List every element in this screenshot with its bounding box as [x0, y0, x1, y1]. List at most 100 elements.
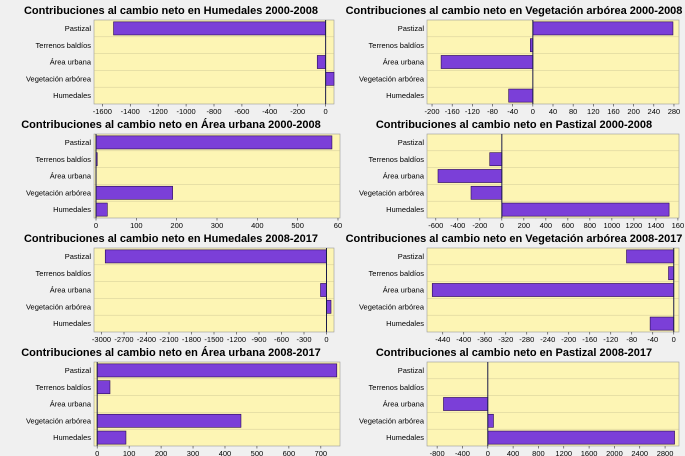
tick-label: -2700: [114, 335, 133, 342]
chart-svg-5: Contribuciones al cambio neto en Humedal…: [24, 233, 335, 342]
tick-label: -2400: [137, 335, 156, 342]
tick-label: -200: [290, 107, 305, 114]
category-label: Área urbana: [383, 58, 425, 67]
tick-label: 0: [324, 335, 328, 342]
chart-svg-6: Contribuciones al cambio neto en Vegetac…: [346, 233, 683, 342]
bar-3: [320, 283, 327, 297]
tick-label: 2800: [657, 449, 674, 456]
tick-label: 0: [486, 449, 490, 456]
category-label: Humedales: [386, 319, 424, 328]
category-label: Terrenos baldíos: [36, 383, 92, 392]
tick-label: -800: [206, 107, 221, 114]
category-label: Área urbana: [383, 172, 425, 181]
bar-5: [96, 430, 127, 445]
tick-label: -120: [603, 335, 618, 342]
category-label: Pastizal: [398, 366, 425, 375]
chart-title: Contribuciones al cambio neto en Pastiza…: [376, 119, 652, 131]
tick-label: 400: [251, 221, 264, 228]
category-label: Vegetación arbórea: [359, 416, 425, 425]
tick-label: -600: [234, 107, 249, 114]
category-label: Vegetación arbórea: [26, 74, 92, 83]
category-label: Terrenos baldíos: [36, 41, 92, 50]
tick-label: 160: [607, 107, 620, 114]
category-label: Humedales: [53, 433, 91, 442]
chart-svg-1: Contribuciones al cambio neto en Humedal…: [24, 5, 335, 114]
tick-label: -360: [477, 335, 492, 342]
chart-panel-5: Contribuciones al cambio neto en Humedal…: [0, 228, 342, 342]
bar-2: [668, 266, 675, 281]
category-label: Vegetación arbórea: [26, 188, 92, 197]
chart-title: Contribuciones al cambio neto en Humedal…: [24, 5, 318, 17]
tick-label: 160: [672, 221, 685, 228]
bar-4: [487, 413, 494, 428]
chart-svg-3: Contribuciones al cambio neto en Área ur…: [21, 118, 342, 228]
tick-label: 1200: [626, 221, 643, 228]
tick-label: -800: [430, 449, 445, 456]
tick-label: -600: [274, 335, 289, 342]
bar-3: [443, 397, 489, 411]
category-label: Terrenos baldíos: [369, 383, 425, 392]
bar-2: [96, 380, 111, 395]
category-label: Humedales: [53, 319, 91, 328]
tick-label: -400: [455, 449, 470, 456]
chart-panel-2: Contribuciones al cambio neto en Vegetac…: [343, 0, 685, 114]
chart-svg-7: Contribuciones al cambio neto en Área ur…: [21, 346, 341, 456]
tick-label: 120: [587, 107, 600, 114]
chart-title: Contribuciones al cambio neto en Vegetac…: [346, 233, 683, 245]
tick-label: 40: [549, 107, 557, 114]
bar-5: [501, 202, 670, 217]
chart-title: Contribuciones al cambio neto en Área ur…: [21, 118, 321, 131]
bar-5: [95, 202, 108, 217]
category-label: Humedales: [386, 91, 424, 100]
tick-label: 240: [648, 107, 661, 114]
bar-1: [532, 21, 674, 36]
tick-label: 400: [540, 221, 553, 228]
tick-label: -200: [425, 107, 440, 114]
tick-label: 200: [155, 449, 168, 456]
category-label: Vegetación arbórea: [359, 74, 425, 83]
tick-label: 2000: [606, 449, 623, 456]
tick-label: -440: [435, 335, 450, 342]
tick-label: -3000: [92, 335, 111, 342]
category-label: Pastizal: [65, 366, 92, 375]
tick-label: 300: [211, 221, 224, 228]
tick-label: 1600: [581, 449, 598, 456]
tick-label: 2400: [631, 449, 648, 456]
tick-label: 400: [507, 449, 520, 456]
bar-4: [325, 71, 335, 86]
category-label: Pastizal: [398, 24, 425, 33]
bar-2: [489, 152, 503, 167]
bar-4: [326, 299, 332, 314]
tick-label: 400: [219, 449, 232, 456]
tick-label: 80: [569, 107, 577, 114]
category-label: Área urbana: [50, 286, 92, 295]
category-label: Vegetación arbórea: [359, 188, 425, 197]
tick-label: 600: [562, 221, 575, 228]
category-label: Vegetación arbórea: [26, 416, 92, 425]
category-label: Terrenos baldíos: [369, 269, 425, 278]
category-label: Área urbana: [50, 58, 92, 67]
bar-3: [437, 169, 503, 183]
tick-label: -400: [450, 221, 465, 228]
tick-label: -80: [487, 107, 498, 114]
tick-label: -900: [251, 335, 266, 342]
bar-5: [649, 316, 675, 331]
tick-label: 500: [251, 449, 264, 456]
tick-label: -1800: [182, 335, 201, 342]
bar-4: [470, 185, 503, 200]
category-label: Pastizal: [398, 252, 425, 261]
category-label: Vegetación arbórea: [359, 302, 425, 311]
tick-label: -160: [445, 107, 460, 114]
tick-label: 100: [130, 221, 143, 228]
tick-label: 0: [531, 107, 535, 114]
tick-label: 1000: [604, 221, 621, 228]
bar-1: [104, 249, 327, 264]
tick-label: -200: [472, 221, 487, 228]
chart-svg-8: Contribuciones al cambio neto en Pastiza…: [359, 347, 680, 456]
category-label: Vegetación arbórea: [26, 302, 92, 311]
tick-label: -300: [296, 335, 311, 342]
tick-label: 60: [334, 221, 342, 228]
tick-label: 100: [123, 449, 136, 456]
tick-label: -1500: [204, 335, 223, 342]
